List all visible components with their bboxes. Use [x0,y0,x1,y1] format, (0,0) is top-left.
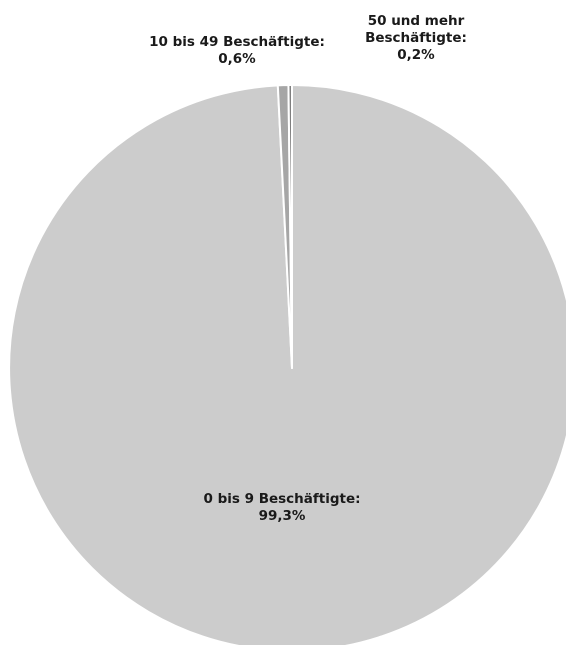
data-label-0-bis-9-name: 0 bis 9 Beschäftigte: [203,491,361,507]
pie-slices [8,83,566,645]
data-label-10-bis-49: 10 bis 49 Beschäftigte: 0,6% [149,34,325,68]
pie-slice-0-bis-9 [8,84,566,645]
data-label-50-und-mehr-value: 0,2% [397,47,435,63]
pie-slice-50-und-mehr [287,83,293,369]
data-label-10-bis-49-value: 0,6% [218,51,256,67]
data-label-50-und-mehr: 50 und mehr Beschäftigte: 0,2% [365,13,467,64]
data-label-50-und-mehr-name-1: 50 und mehr [367,13,465,29]
data-label-10-bis-49-name: 10 bis 49 Beschäftigte: [149,34,325,50]
data-label-0-bis-9-value: 99,3% [258,508,306,524]
data-label-50-und-mehr-name-2: Beschäftigte: [365,30,467,46]
data-label-0-bis-9: 0 bis 9 Beschäftigte: 99,3% [203,491,360,525]
